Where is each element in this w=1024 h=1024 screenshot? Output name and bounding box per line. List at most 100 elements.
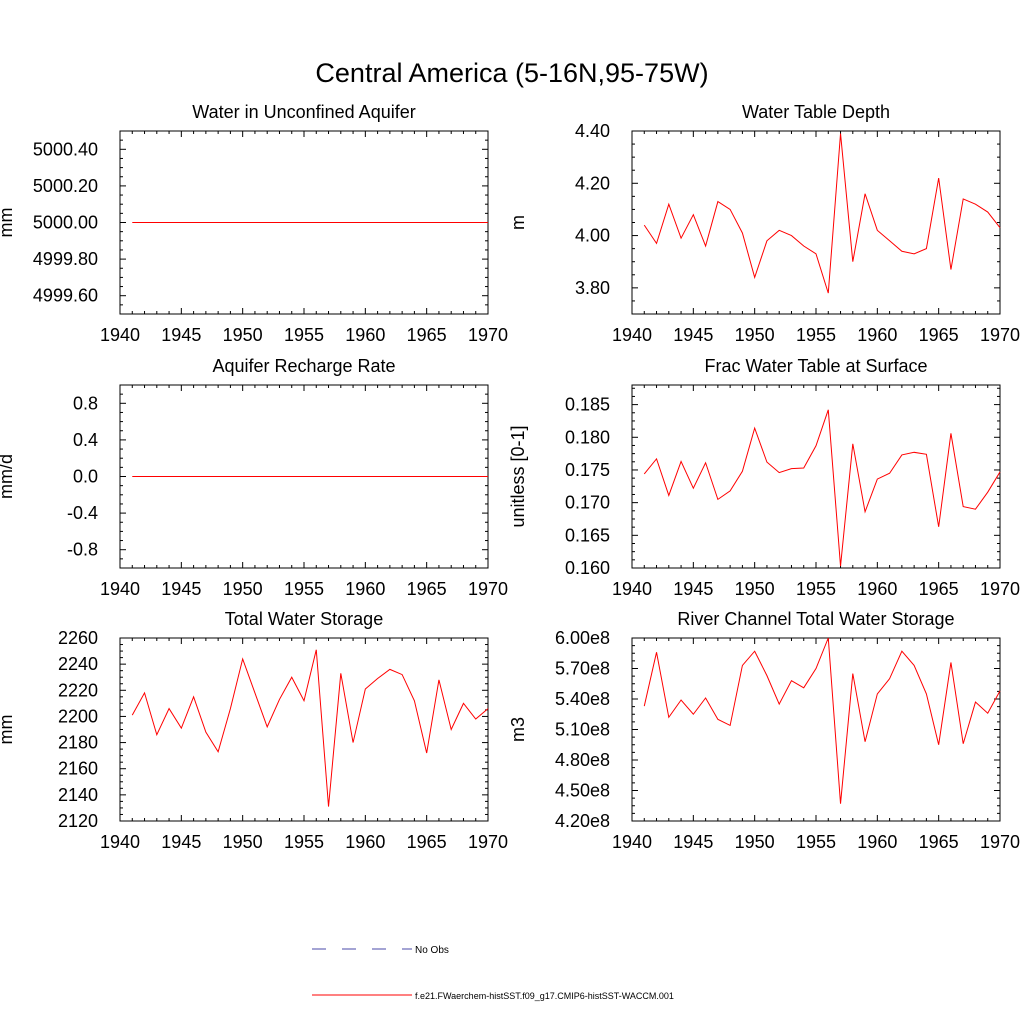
- data-point: [681, 461, 682, 462]
- y-tick-label: 5000.20: [33, 176, 98, 196]
- data-point: [754, 277, 755, 278]
- x-tick-label: 1940: [612, 579, 652, 599]
- data-point: [840, 566, 841, 567]
- x-tick-label: 1955: [796, 832, 836, 852]
- chart-panel-4: Frac Water Table at Surface unitless [0-1…: [508, 356, 1020, 599]
- data-point: [950, 433, 951, 434]
- data-point: [181, 222, 182, 223]
- data-point: [865, 741, 866, 742]
- data-point: [693, 488, 694, 489]
- legend-model-label: f.e21.FWaerchem-histSST.f09_g17.CMIP6-hi…: [415, 991, 674, 1001]
- y-tick-label: 5000.00: [33, 213, 98, 233]
- data-point: [963, 198, 964, 199]
- model-series-line: [131, 649, 489, 807]
- y-tick-label: 4.80e8: [555, 750, 610, 770]
- x-tick-label: 1940: [612, 325, 652, 345]
- x-tick-label: 1970: [980, 325, 1020, 345]
- data-point: [426, 753, 427, 754]
- x-tick-label: 1955: [796, 325, 836, 345]
- data-point: [156, 222, 157, 223]
- data-point: [475, 476, 476, 477]
- data-point: [840, 133, 841, 134]
- data-point: [877, 230, 878, 231]
- chart-panel-2: Water Table Depth m 1940 1945 1950 1955 1960 19…: [508, 102, 1020, 345]
- data-point: [889, 240, 890, 241]
- x-tick-label: 1945: [673, 579, 713, 599]
- data-point: [414, 476, 415, 477]
- model-series-line: [643, 409, 1001, 567]
- y-tick-label: 0.160: [565, 558, 610, 578]
- data-point: [218, 476, 219, 477]
- x-tick-label: 1950: [735, 832, 775, 852]
- figure-title: Central America (5-16N,95-75W): [315, 58, 708, 88]
- x-tick-label: 1965: [919, 579, 959, 599]
- data-point: [644, 706, 645, 707]
- data-point: [230, 708, 231, 709]
- data-point: [779, 472, 780, 473]
- data-point: [901, 651, 902, 652]
- data-point: [340, 476, 341, 477]
- data-point: [852, 443, 853, 444]
- panel-title: Water in Unconfined Aquifer: [192, 102, 415, 122]
- data-point: [291, 222, 292, 223]
- y-axis-label: mm/d: [0, 454, 16, 499]
- y-axis-label: m: [508, 215, 528, 230]
- data-point: [914, 452, 915, 453]
- data-point: [156, 476, 157, 477]
- data-point: [742, 232, 743, 233]
- data-point: [377, 678, 378, 679]
- data-point: [766, 675, 767, 676]
- data-point: [975, 204, 976, 205]
- data-point: [365, 222, 366, 223]
- chart-panel-6: River Channel Total Water Storage m3 1940 1…: [508, 609, 1020, 852]
- data-point: [144, 222, 145, 223]
- plot-frame: [119, 637, 489, 822]
- data-point: [205, 732, 206, 733]
- y-tick-label: 2220: [58, 680, 98, 700]
- data-point: [705, 246, 706, 247]
- y-tick-label: 5000.40: [33, 139, 98, 159]
- chart-panels: Water in Unconfined Aquifer mm 1940 1945 195…: [0, 102, 1020, 852]
- data-point: [193, 696, 194, 697]
- x-tick-label: 1965: [919, 832, 959, 852]
- x-tick-label: 1970: [980, 579, 1020, 599]
- data-point: [156, 734, 157, 735]
- data-point: [230, 476, 231, 477]
- chart-panel-1: Water in Unconfined Aquifer mm 1940 1945 195…: [0, 102, 508, 345]
- data-point: [193, 222, 194, 223]
- data-point: [926, 693, 927, 694]
- data-point: [218, 222, 219, 223]
- data-point: [242, 222, 243, 223]
- y-tick-label: 0.8: [73, 393, 98, 413]
- y-tick-label: -0.4: [67, 503, 98, 523]
- data-point: [304, 700, 305, 701]
- y-tick-label: 0.170: [565, 493, 610, 513]
- data-point: [328, 476, 329, 477]
- data-point: [316, 222, 317, 223]
- y-tick-label: 4.20e8: [555, 811, 610, 831]
- data-point: [463, 476, 464, 477]
- data-point: [181, 728, 182, 729]
- x-tick-label: 1970: [468, 325, 508, 345]
- legend: No Obs f.e21.FWaerchem-histSST.f09_g17.C…: [312, 945, 674, 1001]
- y-axis-label: m3: [508, 717, 528, 742]
- data-point: [803, 687, 804, 688]
- data-point: [389, 476, 390, 477]
- data-point: [353, 222, 354, 223]
- x-tick-label: 1940: [100, 325, 140, 345]
- data-point: [730, 209, 731, 210]
- data-point: [791, 468, 792, 469]
- data-point: [438, 476, 439, 477]
- data-point: [488, 476, 489, 477]
- y-tick-label: 4.00: [575, 226, 610, 246]
- data-point: [1000, 690, 1001, 691]
- data-point: [816, 445, 817, 446]
- x-tick-label: 1950: [735, 579, 775, 599]
- y-tick-label: 0.175: [565, 460, 610, 480]
- data-point: [426, 476, 427, 477]
- model-series-line: [643, 637, 1001, 804]
- x-tick-label: 1970: [468, 832, 508, 852]
- data-point: [852, 673, 853, 674]
- data-point: [828, 409, 829, 410]
- data-point: [205, 476, 206, 477]
